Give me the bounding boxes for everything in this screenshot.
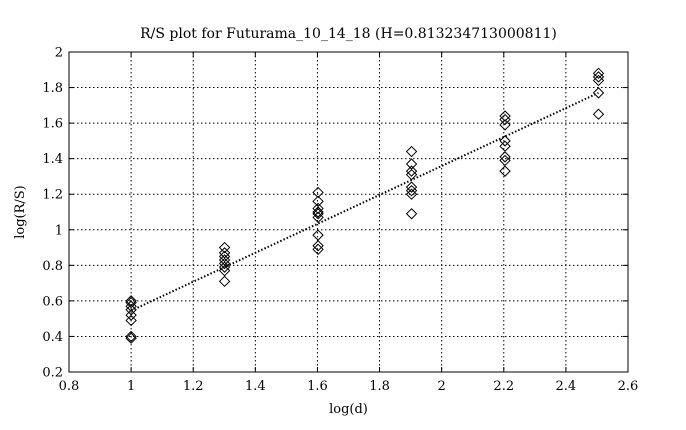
data-points — [125, 67, 605, 344]
y-axis-label: log(R/S) — [13, 185, 28, 239]
data-point-diamond — [218, 241, 231, 254]
x-tick-label: 1.8 — [369, 379, 390, 394]
data-point-diamond — [405, 145, 418, 158]
data-point-diamond — [405, 181, 418, 193]
data-point-diamond — [125, 330, 137, 343]
data-point-diamond — [125, 295, 137, 307]
data-point-diamond — [405, 158, 418, 170]
data-point-diamond — [125, 296, 137, 309]
data-point-diamond — [218, 247, 231, 259]
x-tick-label: 1.2 — [183, 379, 204, 394]
data-point-diamond — [125, 332, 137, 344]
data-point-diamond — [405, 165, 418, 177]
y-tick-label: 0.2 — [42, 366, 63, 381]
data-point-diamond — [312, 186, 324, 199]
x-tick-label: 2.6 — [618, 379, 639, 394]
x-tick-label: 0.8 — [59, 379, 80, 394]
y-tick-labels: 0.2 0.4 0.6 0.8 1 1.2 1.4 1.6 1.8 2 — [42, 46, 63, 381]
data-point-diamond — [312, 202, 324, 215]
x-tick-label: 1 — [127, 379, 135, 394]
x-tick-labels: 0.8 1 1.2 1.4 1.6 1.8 2 2.2 2.4 2.6 — [59, 379, 639, 394]
data-point-diamond — [125, 309, 137, 321]
data-point-diamond — [312, 240, 324, 252]
data-point-diamond — [499, 140, 511, 152]
y-tick-label: 0.6 — [42, 294, 63, 309]
y-tick-label: 1.6 — [42, 117, 63, 132]
y-tick-label: 1.8 — [42, 81, 63, 96]
y-tick-label: 0.8 — [42, 259, 63, 274]
x-tick-label: 2.2 — [493, 379, 514, 394]
chart-title: R/S plot for Futurama_10_14_18 (H=0.8132… — [140, 26, 557, 42]
data-point-diamond — [218, 275, 231, 288]
y-tick-label: 1.4 — [42, 152, 63, 167]
y-tick-label: 2 — [55, 46, 63, 61]
x-axis-label: log(d) — [329, 402, 368, 417]
data-point-diamond — [499, 110, 511, 122]
y-tick-label: 1 — [55, 223, 63, 238]
x-tick-label: 2 — [438, 379, 446, 394]
x-tick-label: 1.4 — [245, 379, 266, 394]
data-point-diamond — [499, 119, 511, 131]
data-point-diamond — [312, 208, 324, 220]
x-tick-label: 2.4 — [556, 379, 577, 394]
data-point-diamond — [499, 135, 511, 147]
data-point-diamond — [592, 67, 605, 80]
data-point-diamond — [592, 108, 605, 120]
y-tick-label: 1.2 — [42, 188, 63, 203]
x-tick-label: 1.6 — [307, 379, 328, 394]
y-tick-label: 0.4 — [42, 330, 63, 345]
data-point-diamond — [592, 87, 605, 99]
data-point-diamond — [312, 195, 324, 208]
data-point-diamond — [125, 314, 137, 327]
data-point-diamond — [499, 151, 511, 163]
grid-lines — [69, 52, 628, 372]
plot-frame — [68, 51, 629, 373]
data-point-diamond — [312, 229, 324, 241]
data-point-diamond — [499, 165, 511, 177]
data-point-diamond — [405, 208, 418, 220]
